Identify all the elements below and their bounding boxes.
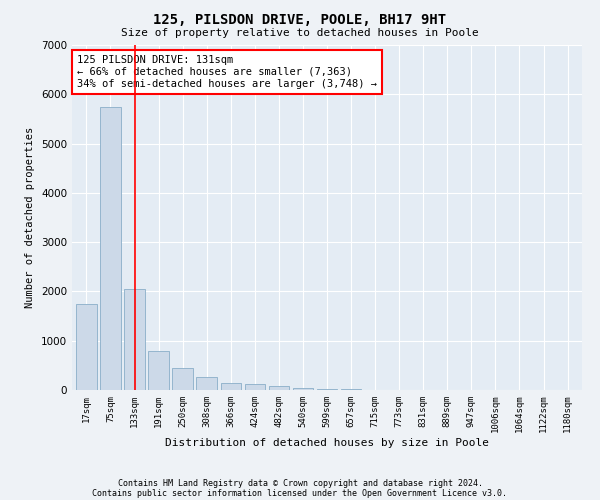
Bar bbox=[76, 304, 97, 390]
Bar bbox=[100, 106, 121, 390]
Bar bbox=[221, 382, 241, 390]
Text: 125, PILSDON DRIVE, POOLE, BH17 9HT: 125, PILSDON DRIVE, POOLE, BH17 9HT bbox=[154, 12, 446, 26]
Bar bbox=[269, 386, 289, 390]
Bar bbox=[245, 384, 265, 390]
Text: Contains public sector information licensed under the Open Government Licence v3: Contains public sector information licen… bbox=[92, 488, 508, 498]
Bar bbox=[172, 368, 193, 390]
Bar bbox=[293, 388, 313, 390]
Y-axis label: Number of detached properties: Number of detached properties bbox=[25, 127, 35, 308]
X-axis label: Distribution of detached houses by size in Poole: Distribution of detached houses by size … bbox=[165, 438, 489, 448]
Bar bbox=[124, 289, 145, 390]
Bar bbox=[148, 350, 169, 390]
Text: Size of property relative to detached houses in Poole: Size of property relative to detached ho… bbox=[121, 28, 479, 38]
Text: 125 PILSDON DRIVE: 131sqm
← 66% of detached houses are smaller (7,363)
34% of se: 125 PILSDON DRIVE: 131sqm ← 66% of detac… bbox=[77, 56, 377, 88]
Bar bbox=[317, 388, 337, 390]
Text: Contains HM Land Registry data © Crown copyright and database right 2024.: Contains HM Land Registry data © Crown c… bbox=[118, 478, 482, 488]
Bar bbox=[196, 377, 217, 390]
